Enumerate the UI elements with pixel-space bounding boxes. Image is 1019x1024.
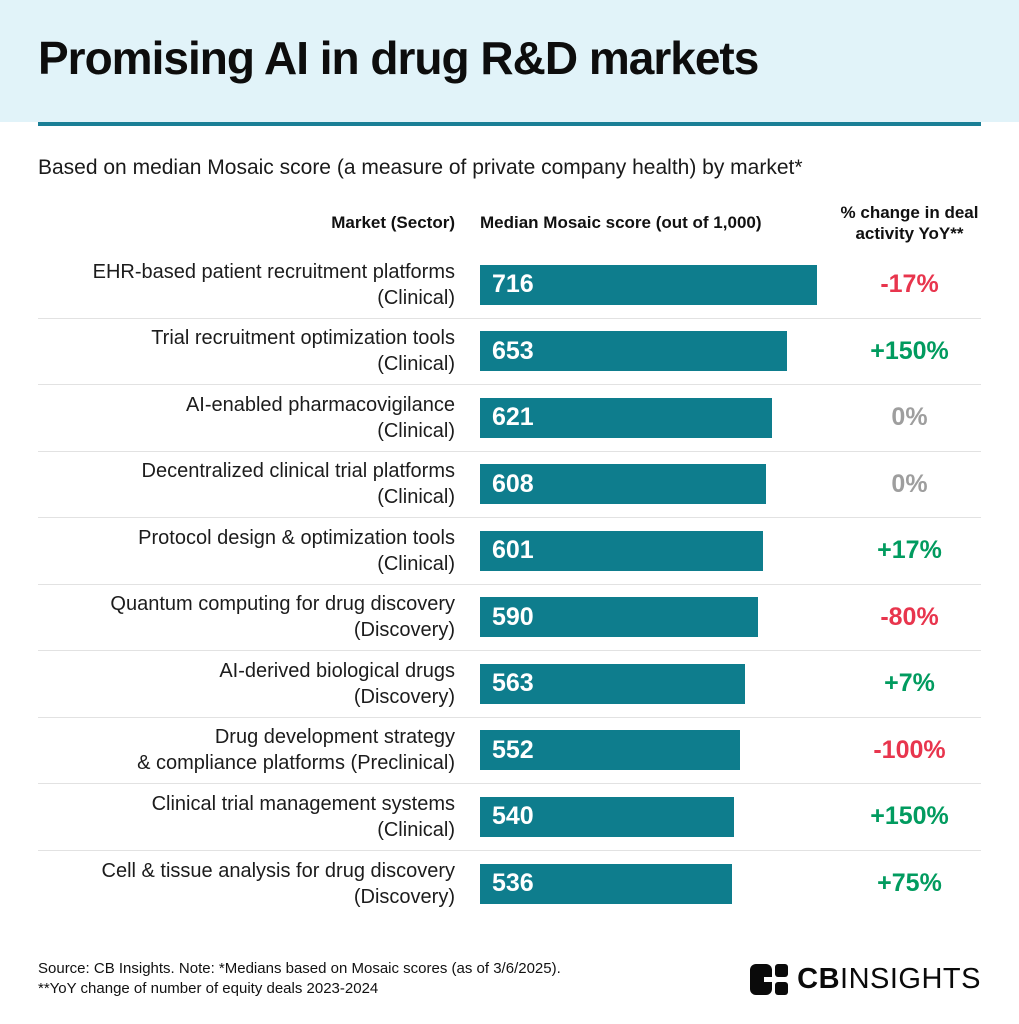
column-header-change: % change in deal activity YoY** — [838, 202, 981, 244]
market-label: Protocol design & optimization tools (Cli… — [138, 526, 455, 575]
deal-change-value: +150% — [870, 336, 949, 365]
deal-change-value: -100% — [873, 735, 946, 764]
page-title: Promising AI in drug R&D markets — [38, 32, 759, 84]
deal-change-value: +75% — [877, 869, 942, 898]
header-divider-rule — [38, 122, 981, 126]
deal-change-value: -17% — [880, 270, 939, 299]
source-note-line1: Source: CB Insights. Note: *Medians base… — [38, 960, 561, 977]
score-bar: 601 — [480, 530, 763, 571]
market-label: Decentralized clinical trial platforms (C… — [141, 460, 455, 509]
market-label: Quantum computing for drug discovery (Dis… — [110, 593, 455, 642]
score-value: 601 — [492, 536, 534, 565]
market-label: AI-derived biological drugs (Discovery) — [219, 659, 455, 708]
market-label: AI-enabled pharmacovigilance (Clinical) — [185, 393, 455, 442]
cbinsights-logo-text: CBINSIGHTS — [797, 962, 981, 995]
market-label: EHR-based patient recruitment platforms(… — [92, 260, 455, 309]
score-bar: 716 — [480, 264, 817, 305]
deal-change-value: +150% — [870, 802, 949, 831]
header-banner: Promising AI in drug R&D markets — [0, 0, 1019, 122]
table-row: Quantum computing for drug discovery (Dis… — [0, 585, 1019, 651]
deal-change-value: 0% — [891, 403, 928, 432]
market-label: Trial recruitment optimization tools (Cli… — [151, 327, 455, 376]
score-value: 608 — [492, 469, 534, 498]
table-row: AI-enabled pharmacovigilance (Clinical) 6… — [0, 385, 1019, 452]
table-row: Trial recruitment optimization tools (Cli… — [0, 319, 1019, 385]
score-bar: 540 — [480, 796, 735, 837]
score-value: 552 — [492, 735, 534, 764]
chart-subtitle: Based on median Mosaic score (a measure … — [38, 156, 803, 179]
score-bar: 536 — [480, 863, 733, 904]
market-label: Drug development strategy & compliance pl… — [137, 726, 455, 775]
table-header-row: Market (Sector) Median Mosaic score (out… — [0, 202, 1019, 244]
column-header-market: Market (Sector) — [331, 213, 455, 232]
column-header-score: Median Mosaic score (out of 1,000) — [480, 213, 762, 232]
cbinsights-logo: CBINSIGHTS — [750, 963, 981, 996]
score-value: 590 — [492, 602, 534, 631]
score-value: 563 — [492, 669, 534, 698]
source-note-line2: **YoY change of number of equity deals 2… — [38, 980, 379, 997]
score-value: 536 — [492, 869, 534, 898]
infographic: Promising AI in drug R&D markets Based o… — [0, 0, 1019, 999]
deal-change-value: +17% — [877, 536, 942, 565]
score-bar: 653 — [480, 331, 788, 372]
table-row: Drug development strategy & compliance pl… — [0, 718, 1019, 784]
score-bar: 590 — [480, 597, 758, 638]
table-row: EHR-based patient recruitment platforms(… — [0, 252, 1019, 319]
table-row: Protocol design & optimization tools (Cli… — [0, 518, 1019, 585]
score-value: 653 — [492, 336, 534, 365]
column-header-change-line1: % change in deal — [840, 203, 979, 222]
table-row: Clinical trial management systems (Clinic… — [0, 784, 1019, 851]
deal-change-value: 0% — [891, 469, 928, 498]
column-header-change-line2: activity YoY** — [855, 224, 964, 243]
score-bar: 563 — [480, 663, 745, 704]
market-label: Clinical trial management systems (Clinic… — [151, 792, 455, 841]
table-body: EHR-based patient recruitment platforms(… — [0, 252, 1019, 917]
table-row: Cell & tissue analysis for drug discover… — [0, 851, 1019, 918]
market-label: Cell & tissue analysis for drug discover… — [101, 859, 455, 908]
cbinsights-logo-icon — [750, 963, 789, 995]
score-bar: 552 — [480, 730, 740, 771]
score-bar: 621 — [480, 397, 773, 438]
deal-change-value: +7% — [884, 669, 935, 698]
table-row: AI-derived biological drugs (Discovery) 5… — [0, 651, 1019, 718]
score-value: 621 — [492, 403, 534, 432]
source-note: Source: CB Insights. Note: *Medians base… — [38, 959, 561, 999]
footer: Source: CB Insights. Note: *Medians base… — [38, 959, 981, 999]
score-bar: 608 — [480, 464, 767, 505]
score-value: 540 — [492, 802, 534, 831]
table-row: Decentralized clinical trial platforms (C… — [0, 452, 1019, 518]
score-value: 716 — [492, 270, 534, 299]
deal-change-value: -80% — [880, 602, 939, 631]
